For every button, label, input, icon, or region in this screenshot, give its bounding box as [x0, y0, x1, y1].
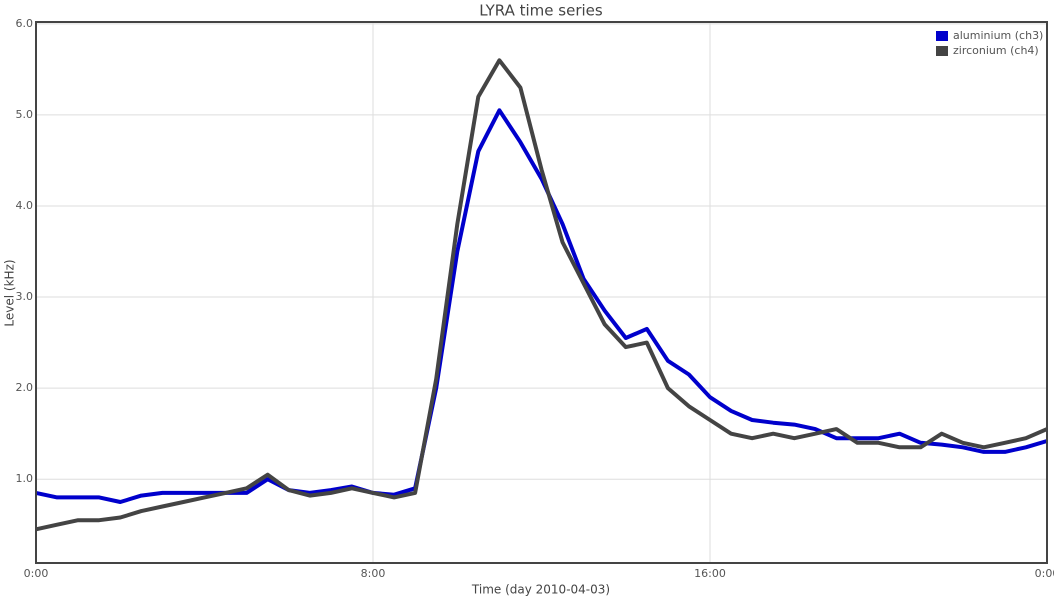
x-tick-label: 8:00: [361, 567, 386, 580]
y-tick-label: 4.0: [16, 199, 34, 212]
legend-label: zirconium (ch4): [953, 44, 1039, 57]
x-tick-label: 16:00: [694, 567, 726, 580]
chart-title: LYRA time series: [479, 2, 603, 20]
x-tick-label: 0:00: [24, 567, 49, 580]
y-tick-label: 5.0: [16, 108, 34, 121]
plot-frame: [35, 21, 1048, 564]
data-line: [35, 108, 1048, 504]
legend-swatch: [936, 31, 948, 41]
x-tick-label: 0:00: [1035, 567, 1054, 580]
y-tick-label: 3.0: [16, 290, 34, 303]
y-tick-label: 1.0: [16, 472, 34, 485]
legend-swatch: [936, 46, 948, 56]
y-tick-label: 6.0: [16, 17, 34, 30]
y-tick-label: 2.0: [16, 381, 34, 394]
data-line: [35, 58, 1048, 532]
legend-label: aluminium (ch3): [953, 29, 1043, 42]
x-axis-label: Time (day 2010-04-03): [471, 583, 610, 597]
y-axis-label: Level (kHz): [3, 259, 17, 326]
